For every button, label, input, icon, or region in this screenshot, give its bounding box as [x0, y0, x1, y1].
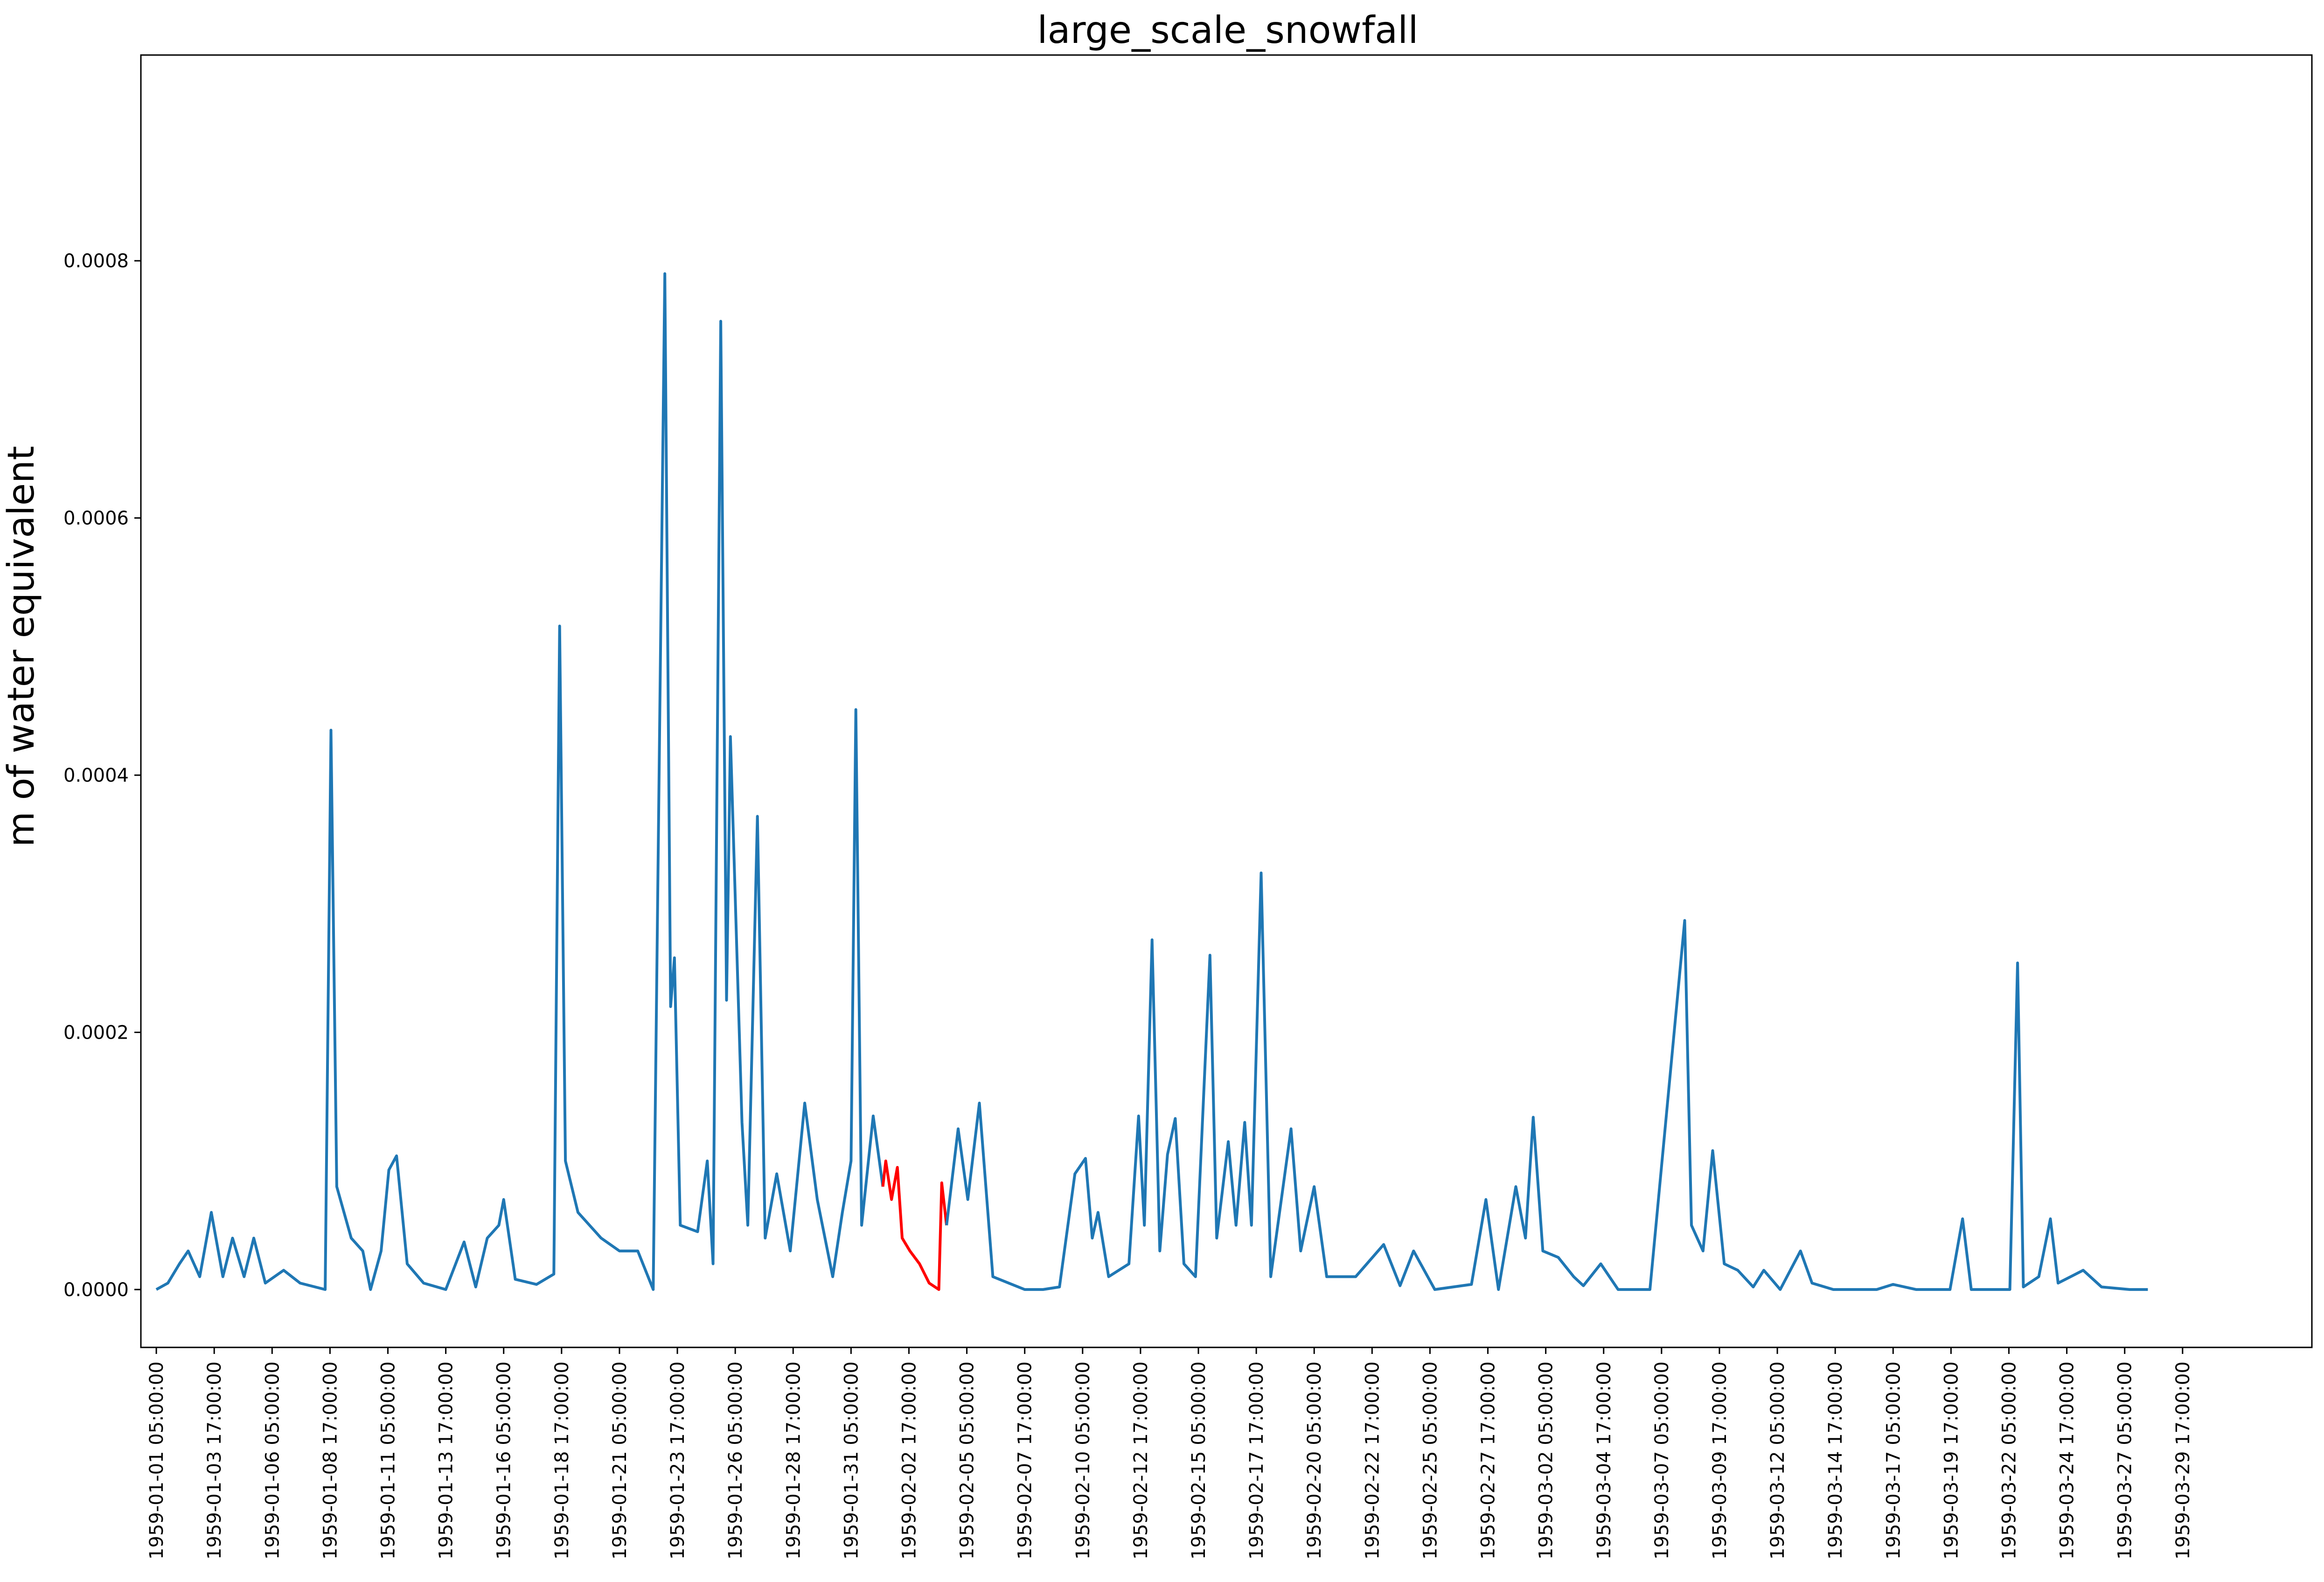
x-tick-label: 1959-01-31 05:00:00 — [841, 1361, 862, 1560]
x-tick-label: 1959-02-27 17:00:00 — [1478, 1361, 1499, 1560]
x-tick-label: 1959-01-18 17:00:00 — [551, 1361, 573, 1560]
series-line-2 — [881, 1159, 948, 1291]
x-tick-label: 1959-03-17 05:00:00 — [1883, 1361, 1904, 1560]
x-tick-label: 1959-02-22 17:00:00 — [1362, 1361, 1383, 1560]
x-tick-label: 1959-03-19 17:00:00 — [1941, 1361, 1962, 1560]
y-axis-ticks: 0.0000 0.0002 0.0004 0.0006 0.0008 — [63, 250, 141, 1301]
x-tick-label: 1959-03-12 05:00:00 — [1767, 1361, 1788, 1560]
x-tick-label: 1959-01-03 17:00:00 — [204, 1361, 225, 1560]
x-tick-label: 1959-01-26 05:00:00 — [725, 1361, 746, 1560]
plot-lines — [155, 272, 2148, 1291]
x-tick-label: 1959-03-02 05:00:00 — [1536, 1361, 1557, 1560]
series-line-3 — [945, 871, 2148, 1291]
y-tick-label: 0.0000 — [63, 1279, 129, 1301]
x-tick-label: 1959-01-21 05:00:00 — [609, 1361, 631, 1560]
x-tick-label: 1959-03-09 17:00:00 — [1709, 1361, 1731, 1560]
x-tick-label: 1959-01-23 17:00:00 — [667, 1361, 689, 1560]
x-tick-label: 1959-01-13 17:00:00 — [436, 1361, 457, 1560]
y-tick-label: 0.0004 — [63, 765, 129, 786]
x-tick-label: 1959-02-15 05:00:00 — [1188, 1361, 1210, 1560]
x-tick-label: 1959-01-08 17:00:00 — [320, 1361, 341, 1560]
plot-frame — [140, 54, 2313, 1348]
x-tick-label: 1959-02-17 17:00:00 — [1246, 1361, 1267, 1560]
x-tick-label: 1959-03-14 17:00:00 — [1825, 1361, 1846, 1560]
x-tick-label: 1959-01-11 05:00:00 — [378, 1361, 399, 1560]
x-tick-label: 1959-02-05 05:00:00 — [957, 1361, 978, 1560]
x-tick-label: 1959-03-29 17:00:00 — [2172, 1361, 2194, 1560]
series-line-1 — [155, 272, 884, 1291]
x-tick-label: 1959-01-16 05:00:00 — [494, 1361, 515, 1560]
x-tick-label: 1959-01-01 05:00:00 — [146, 1361, 167, 1560]
x-tick-label: 1959-02-07 17:00:00 — [1015, 1361, 1036, 1560]
y-axis-label: m of water equivalent — [0, 446, 42, 847]
x-tick-label: 1959-02-12 17:00:00 — [1130, 1361, 1152, 1560]
x-tick-label: 1959-02-20 05:00:00 — [1304, 1361, 1325, 1560]
x-tick-label: 1959-02-25 05:00:00 — [1419, 1361, 1441, 1560]
x-tick-label: 1959-03-04 17:00:00 — [1593, 1361, 1615, 1560]
x-axis-ticks: 1959-01-01 05:00:00 1959-01-03 17:00:00 19… — [146, 1347, 2194, 1560]
x-tick-label: 1959-01-28 17:00:00 — [783, 1361, 804, 1560]
x-tick-label: 1959-01-06 05:00:00 — [262, 1361, 283, 1560]
x-tick-label: 1959-03-22 05:00:00 — [1999, 1361, 2020, 1560]
y-tick-label: 0.0006 — [63, 508, 129, 529]
x-tick-label: 1959-02-02 17:00:00 — [898, 1361, 920, 1560]
y-tick-label: 0.0002 — [63, 1022, 129, 1043]
x-tick-label: 1959-03-24 17:00:00 — [2057, 1361, 2078, 1560]
x-tick-label: 1959-03-07 05:00:00 — [1651, 1361, 1673, 1560]
y-tick-label: 0.0008 — [63, 250, 129, 272]
x-tick-label: 1959-02-10 05:00:00 — [1072, 1361, 1094, 1560]
chart-title: large_scale_snowfall — [1037, 8, 1418, 52]
x-tick-label: 1959-03-27 05:00:00 — [2115, 1361, 2136, 1560]
